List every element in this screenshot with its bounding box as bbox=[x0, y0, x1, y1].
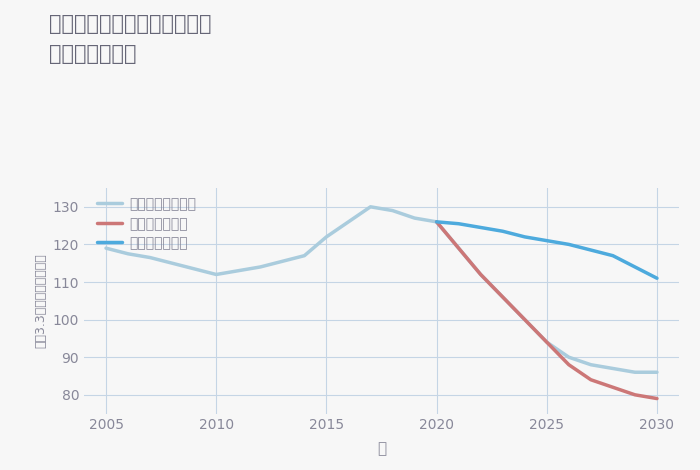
グッドシナリオ bbox=[477, 225, 485, 230]
バッドシナリオ bbox=[565, 362, 573, 368]
ノーマルシナリオ bbox=[146, 255, 154, 260]
Line: バッドシナリオ: バッドシナリオ bbox=[437, 222, 657, 399]
バッドシナリオ bbox=[433, 219, 441, 225]
バッドシナリオ bbox=[653, 396, 662, 401]
グッドシナリオ bbox=[454, 221, 463, 227]
バッドシナリオ bbox=[454, 245, 463, 251]
グッドシナリオ bbox=[653, 275, 662, 281]
グッドシナリオ bbox=[433, 219, 441, 225]
ノーマルシナリオ bbox=[631, 369, 639, 375]
グッドシナリオ bbox=[521, 234, 529, 240]
ノーマルシナリオ bbox=[300, 253, 309, 258]
ノーマルシナリオ bbox=[542, 339, 551, 345]
グッドシナリオ bbox=[609, 253, 617, 258]
ノーマルシナリオ bbox=[587, 362, 595, 368]
グッドシナリオ bbox=[498, 228, 507, 234]
バッドシナリオ bbox=[609, 384, 617, 390]
ノーマルシナリオ bbox=[190, 266, 198, 272]
ノーマルシナリオ bbox=[521, 317, 529, 322]
ノーマルシナリオ bbox=[278, 258, 286, 264]
X-axis label: 年: 年 bbox=[377, 441, 386, 456]
ノーマルシナリオ bbox=[477, 272, 485, 277]
ノーマルシナリオ bbox=[322, 234, 330, 240]
ノーマルシナリオ bbox=[256, 264, 265, 270]
バッドシナリオ bbox=[498, 294, 507, 300]
グッドシナリオ bbox=[587, 247, 595, 253]
Legend: ノーマルシナリオ, バッドシナリオ, グッドシナリオ: ノーマルシナリオ, バッドシナリオ, グッドシナリオ bbox=[97, 197, 196, 251]
ノーマルシナリオ bbox=[212, 272, 220, 277]
ノーマルシナリオ bbox=[124, 251, 132, 257]
グッドシナリオ bbox=[542, 238, 551, 243]
Y-axis label: 平（3.3㎡）単価（万円）: 平（3.3㎡）単価（万円） bbox=[34, 253, 47, 348]
ノーマルシナリオ bbox=[389, 208, 397, 213]
バッドシナリオ bbox=[587, 377, 595, 383]
Line: グッドシナリオ: グッドシナリオ bbox=[437, 222, 657, 278]
Line: ノーマルシナリオ: ノーマルシナリオ bbox=[106, 207, 657, 372]
グッドシナリオ bbox=[565, 242, 573, 247]
Text: 兵庫県西宮市甲子園春風町の
土地の価格推移: 兵庫県西宮市甲子園春風町の 土地の価格推移 bbox=[49, 14, 211, 64]
バッドシナリオ bbox=[477, 272, 485, 277]
ノーマルシナリオ bbox=[609, 366, 617, 371]
ノーマルシナリオ bbox=[653, 369, 662, 375]
ノーマルシナリオ bbox=[454, 245, 463, 251]
ノーマルシナリオ bbox=[234, 268, 242, 274]
グッドシナリオ bbox=[631, 264, 639, 270]
バッドシナリオ bbox=[631, 392, 639, 398]
ノーマルシナリオ bbox=[366, 204, 375, 210]
バッドシナリオ bbox=[542, 339, 551, 345]
ノーマルシナリオ bbox=[168, 260, 176, 266]
ノーマルシナリオ bbox=[498, 294, 507, 300]
ノーマルシナリオ bbox=[102, 245, 110, 251]
ノーマルシナリオ bbox=[565, 354, 573, 360]
バッドシナリオ bbox=[521, 317, 529, 322]
ノーマルシナリオ bbox=[344, 219, 353, 225]
ノーマルシナリオ bbox=[433, 219, 441, 225]
ノーマルシナリオ bbox=[410, 215, 419, 221]
